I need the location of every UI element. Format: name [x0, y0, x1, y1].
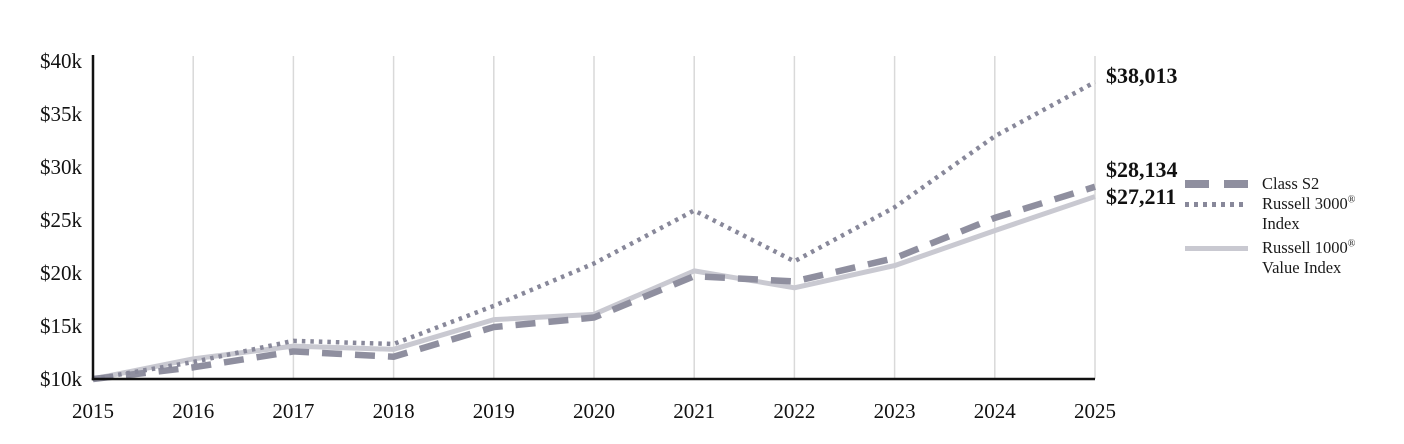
y-tick-label-35k: $35k — [40, 102, 82, 126]
x-tick-label-2016: 2016 — [172, 399, 215, 423]
y-tick-label-30k: $30k — [40, 155, 82, 179]
y-tick-label-10k: $10k — [40, 367, 82, 391]
end-value-russell-3000: $38,013 — [1106, 63, 1178, 88]
x-tick-label-2015: 2015 — [72, 399, 114, 423]
series-line-class-s2 — [92, 183, 1096, 383]
y-tick-label-20k: $20k — [40, 261, 82, 285]
x-tick-label-2024: 2024 — [973, 399, 1016, 423]
x-tick-label-2017: 2017 — [272, 399, 315, 423]
legend-item-russell-3000: Russell 3000® Index — [1185, 194, 1355, 233]
legend-label-russell-3000: Russell 3000® Index — [1262, 194, 1356, 233]
legend-item-class-s2: Class S2 — [1185, 174, 1319, 194]
end-value-class-s2: $28,134 — [1106, 157, 1178, 182]
end-value-russell-1000-value: $27,211 — [1106, 184, 1177, 209]
vertical-gridlines — [192, 56, 1096, 379]
y-tick-label-40k: $40k — [40, 49, 82, 73]
x-tick-label-2022: 2022 — [773, 399, 816, 423]
x-tick-label-2021: 2021 — [673, 399, 716, 423]
legend-label-class-s2: Class S2 — [1262, 174, 1320, 193]
x-tick-label-2019: 2019 — [472, 399, 515, 423]
x-tick-label-2023: 2023 — [873, 399, 916, 423]
dotted-line-swatch — [1185, 194, 1248, 214]
y-tick-label-15k: $15k — [40, 314, 82, 338]
series-lines — [92, 80, 1097, 383]
legend-item-russell-1000-value: Russell 1000® Value Index — [1185, 238, 1355, 277]
legend-label-russell-1000-value: Russell 1000® Value Index — [1262, 238, 1356, 277]
solid-line-swatch — [1185, 238, 1248, 258]
dashed-line-swatch — [1185, 174, 1248, 194]
series-line-russell-3000-index — [92, 80, 1097, 382]
y-tick-label-25k: $25k — [40, 208, 82, 232]
x-tick-label-2018: 2018 — [372, 399, 415, 423]
axes — [91, 55, 1095, 381]
x-tick-label-2020: 2020 — [573, 399, 615, 423]
x-tick-label-2025: 2025 — [1074, 399, 1116, 423]
